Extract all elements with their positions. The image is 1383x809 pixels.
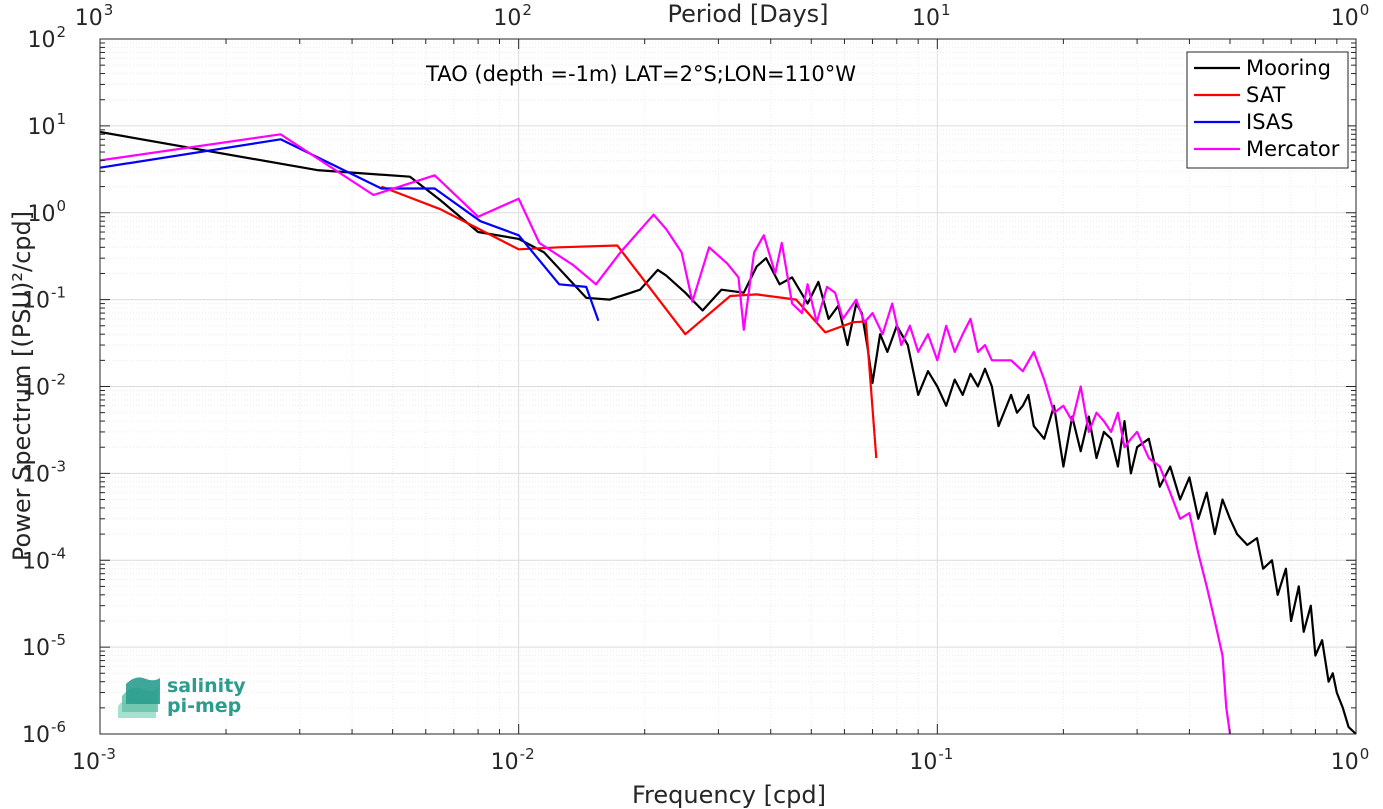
x-tick-label: 10-3 xyxy=(72,745,116,775)
logo-text-line2: pi-mep xyxy=(167,695,241,717)
legend-label-isas: ISAS xyxy=(1246,110,1294,134)
top-x-tick-label: 100 xyxy=(1331,1,1370,31)
y-tick-label: 10-6 xyxy=(22,718,66,748)
series-line-sat xyxy=(381,185,878,459)
series-line-mooring xyxy=(99,130,1357,735)
x-axis-label: Frequency [cpd] xyxy=(632,781,826,809)
logo-text-line1: salinity xyxy=(167,675,246,697)
y-tick-label: 10-5 xyxy=(22,631,66,661)
top-x-tick-label: 102 xyxy=(493,1,532,31)
top-x-tick-label: 103 xyxy=(75,1,114,31)
grid xyxy=(99,39,1356,735)
top-x-tick-labels: 103 102 101 100 xyxy=(75,1,1370,31)
legend-label-mooring: Mooring xyxy=(1246,56,1331,80)
y-tick-label: 101 xyxy=(27,110,66,140)
y-axis-label: Power Spectrum [(PSU)²/cpd] xyxy=(8,211,36,561)
x-tick-label: 100 xyxy=(1331,745,1370,775)
legend-label-mercator: Mercator xyxy=(1246,137,1340,161)
legend: Mooring SAT ISAS Mercator xyxy=(1186,51,1349,169)
x-tick-label: 10-2 xyxy=(491,745,535,775)
top-x-axis-label: Period [Days] xyxy=(667,0,828,28)
y-tick-label: 10-2 xyxy=(22,371,66,401)
logo-icon xyxy=(118,677,160,718)
x-tick-label: 10-1 xyxy=(909,745,953,775)
legend-label-sat: SAT xyxy=(1246,83,1285,107)
chart-title: TAO (depth =-1m) LAT=2°S;LON=110°W xyxy=(425,62,856,86)
series-layer xyxy=(99,130,1357,735)
x-tick-labels: 10-3 10-2 10-1 100 xyxy=(72,745,1369,775)
series-line-mercator xyxy=(99,133,1232,735)
y-tick-label: 102 xyxy=(27,23,66,53)
tick-marks xyxy=(99,38,1357,735)
top-x-tick-label: 101 xyxy=(912,1,951,31)
salinity-pi-mep-logo: salinity pi-mep xyxy=(118,675,246,718)
